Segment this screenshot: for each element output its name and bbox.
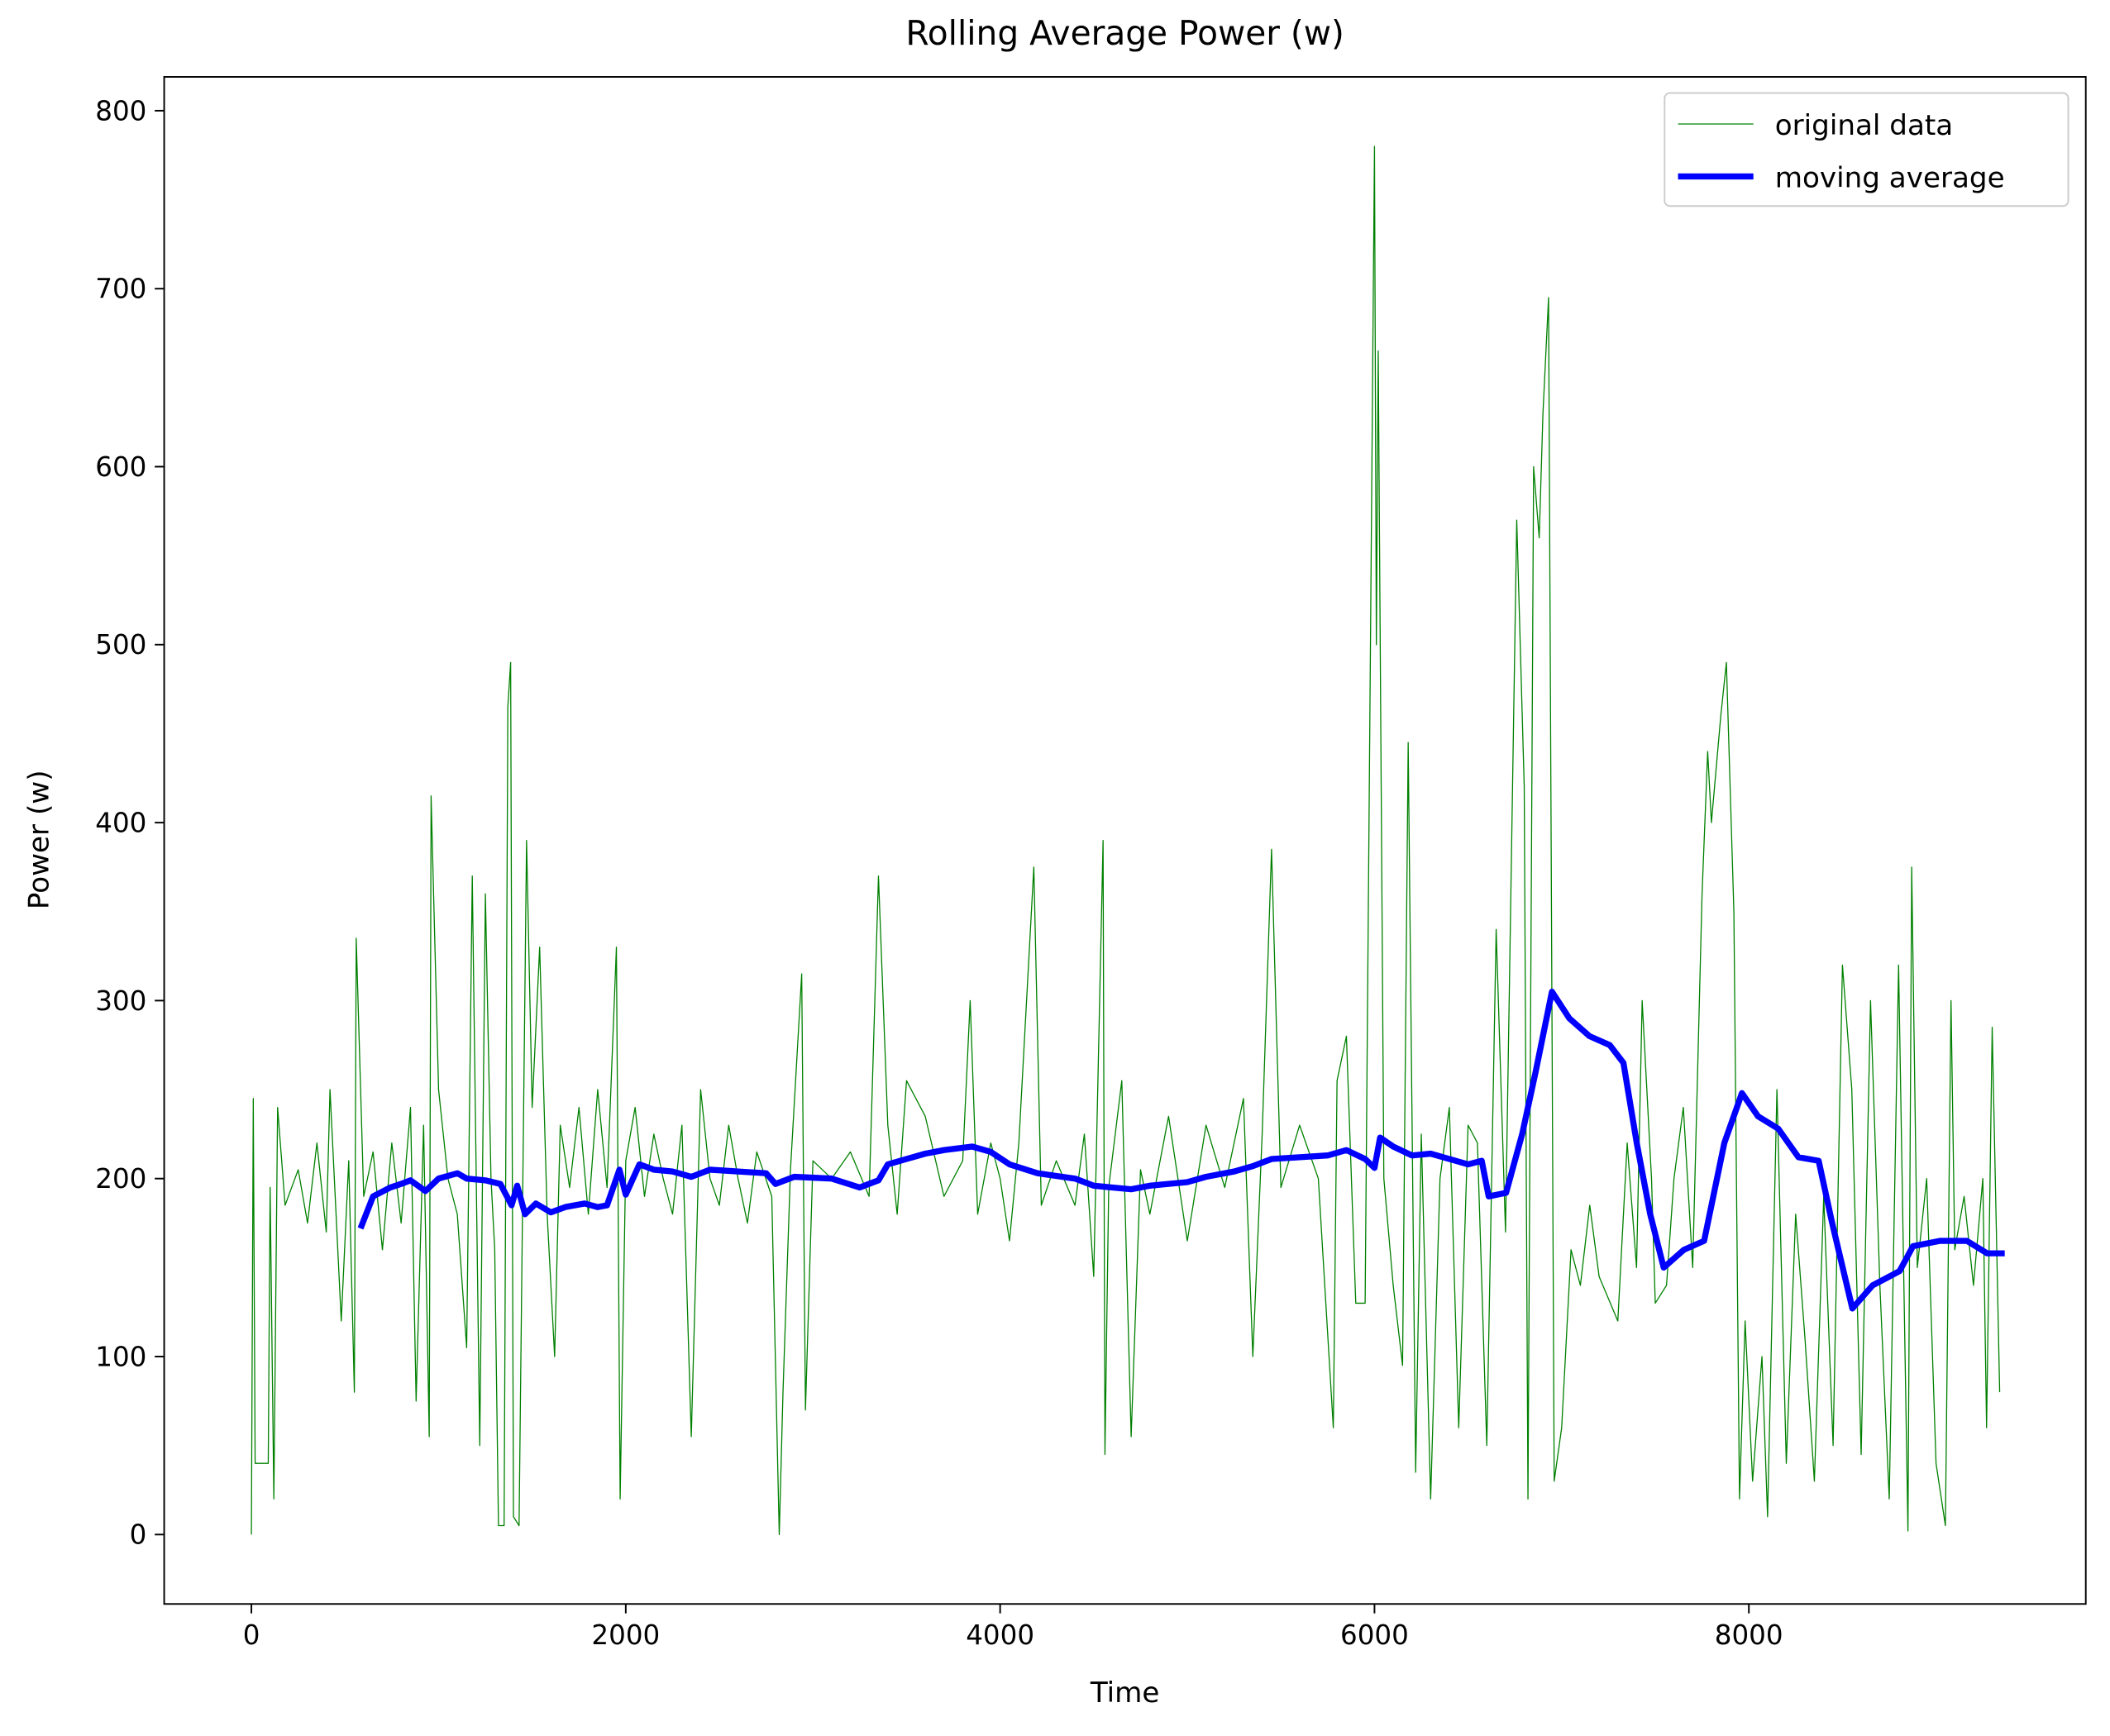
y-tick-label: 400 (95, 807, 146, 838)
x-tick-label: 8000 (1715, 1619, 1783, 1651)
y-tick-label: 200 (95, 1163, 146, 1195)
y-tick-label: 300 (95, 985, 146, 1017)
y-tick-label: 800 (95, 95, 146, 126)
legend: original data moving average (1664, 92, 2069, 207)
y-tick-label: 100 (95, 1341, 146, 1372)
data-line (357, 988, 2005, 1312)
x-tick-label: 0 (243, 1619, 260, 1651)
legend-label: original data (1775, 109, 1953, 142)
x-tick-label: 4000 (966, 1619, 1034, 1651)
y-axis-label: Power (w) (23, 770, 56, 909)
y-tick-label: 700 (95, 274, 146, 305)
chart-title: Rolling Average Power (w) (905, 13, 1344, 53)
x-tick-label: 6000 (1340, 1619, 1409, 1651)
y-tick-label: 500 (95, 629, 146, 661)
y-tick-label: 600 (95, 451, 146, 483)
plot-frame (163, 76, 2087, 1605)
legend-box (1664, 92, 2069, 207)
y-tick-label: 0 (130, 1519, 147, 1551)
x-axis-label: Time (1090, 1676, 1160, 1710)
legend-label: moving average (1775, 161, 2005, 194)
x-tick-label: 2000 (591, 1619, 660, 1651)
data-line (251, 145, 2001, 1535)
